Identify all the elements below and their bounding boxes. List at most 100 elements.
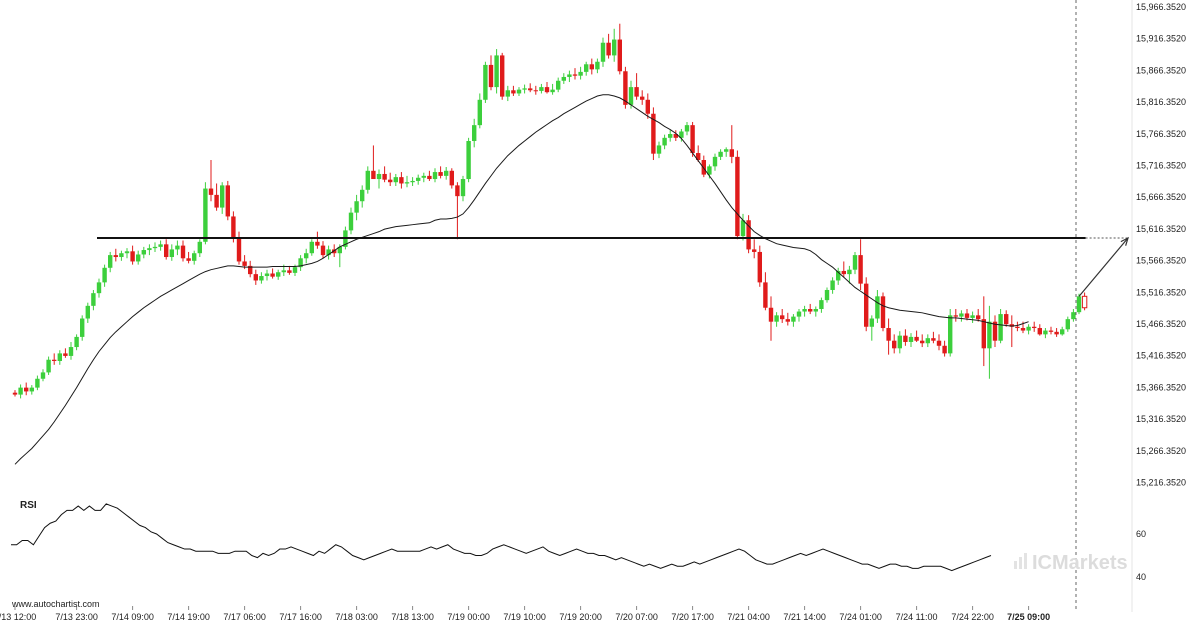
candle-body (987, 321, 992, 349)
bearish-candle (438, 166, 443, 179)
candle-body (953, 315, 958, 317)
bullish-candle (925, 334, 930, 348)
candle-body (360, 189, 365, 202)
candle-body (880, 296, 886, 329)
bearish-candle (752, 239, 757, 259)
candle-body (63, 353, 68, 356)
candle-body (52, 359, 57, 361)
bullish-candle (1065, 316, 1070, 332)
price-tick-label: 15,866.3520 (1136, 65, 1186, 75)
time-tick-label: 7/13 12:00 (0, 612, 36, 622)
time-tick-label: 7/25 09:00 (1007, 612, 1050, 622)
candle-body (438, 172, 443, 176)
candle-body (858, 255, 863, 284)
candle-body (57, 353, 62, 361)
candle-body (679, 131, 684, 138)
bullish-candle (158, 240, 163, 251)
bearish-candle (673, 130, 678, 141)
time-tick-label: 7/20 17:00 (671, 612, 714, 622)
bullish-candle (276, 269, 281, 280)
candle-body (617, 39, 622, 72)
bearish-candle (729, 125, 734, 164)
bearish-candle (113, 248, 118, 262)
candle-body (108, 255, 113, 268)
candle-body (656, 145, 662, 154)
candle-body (287, 270, 292, 273)
candle-body (449, 170, 454, 186)
bullish-candle (404, 175, 410, 188)
candle-body (662, 137, 667, 146)
bullish-candle (522, 84, 527, 94)
bearish-candle (63, 348, 68, 358)
bearish-candle (164, 239, 169, 260)
bearish-candle (1032, 321, 1037, 332)
bearish-candle (1054, 328, 1059, 337)
candle-body (791, 316, 796, 322)
bearish-candle (130, 245, 135, 265)
candle-body (920, 340, 925, 344)
candle-body (875, 296, 880, 319)
candle-body (382, 173, 387, 180)
time-tick-label: 7/21 14:00 (783, 612, 826, 622)
bullish-candle (472, 118, 477, 148)
time-tick-label: 7/19 10:00 (503, 612, 546, 622)
candle-body (623, 71, 628, 105)
candle-body (24, 387, 29, 392)
time-tick-label: 7/21 04:00 (727, 612, 770, 622)
bullish-candle (74, 334, 79, 351)
candle-body (29, 387, 34, 392)
bullish-candle (477, 93, 482, 129)
bullish-candle (668, 130, 673, 142)
bearish-candle (696, 145, 701, 162)
bearish-candle (880, 292, 886, 332)
candle-body (864, 283, 869, 327)
candle-body (203, 188, 208, 242)
bullish-candle (152, 242, 158, 252)
time-tick-label: 7/24 01:00 (839, 612, 882, 622)
candle-body (85, 305, 90, 319)
bearish-candle (1009, 315, 1014, 348)
candle-body (528, 88, 533, 91)
candle-body (768, 307, 774, 322)
candle-body (1081, 295, 1088, 309)
candle-body (410, 180, 415, 183)
candle-body (119, 253, 124, 258)
bearish-candle (942, 340, 947, 357)
candle-body (1037, 328, 1042, 335)
time-tick-label: 7/17 16:00 (279, 612, 322, 622)
candle-body (830, 280, 835, 290)
bullish-candle (679, 128, 684, 142)
bullish-candle (656, 141, 662, 159)
candle-body (1076, 296, 1082, 313)
candle-body (1020, 328, 1026, 331)
candle-body (124, 251, 130, 254)
candle-body (746, 220, 751, 250)
candle-body (606, 42, 611, 56)
bearish-candle (533, 85, 538, 95)
candle-body (393, 177, 398, 183)
candle-body (892, 340, 897, 349)
bullish-candle (393, 173, 398, 187)
price-tick-label: 15,716.3520 (1136, 161, 1186, 171)
candle-body (1071, 312, 1076, 320)
bullish-candle (203, 182, 208, 245)
candle-body (214, 194, 219, 208)
rsi-label: RSI (20, 500, 37, 511)
candle-body (1043, 330, 1048, 335)
time-tick-label: 7/18 13:00 (391, 612, 434, 622)
bearish-candle (1081, 292, 1088, 311)
candle-body (774, 315, 779, 322)
bearish-candle (640, 90, 645, 105)
candle-body (813, 309, 818, 312)
bearish-candle (180, 240, 186, 262)
candle-body (1026, 326, 1031, 331)
candle-body (763, 282, 768, 308)
time-tick-label: 7/19 00:00 (447, 612, 490, 622)
candle-body (1004, 314, 1009, 325)
time-tick-label: 7/18 03:00 (335, 612, 378, 622)
bullish-candle (1043, 328, 1048, 339)
candle-body (46, 359, 51, 373)
bullish-candle (18, 384, 23, 399)
time-tick-label: 7/17 06:00 (223, 612, 266, 622)
rsi-panel: RSI (11, 500, 992, 572)
